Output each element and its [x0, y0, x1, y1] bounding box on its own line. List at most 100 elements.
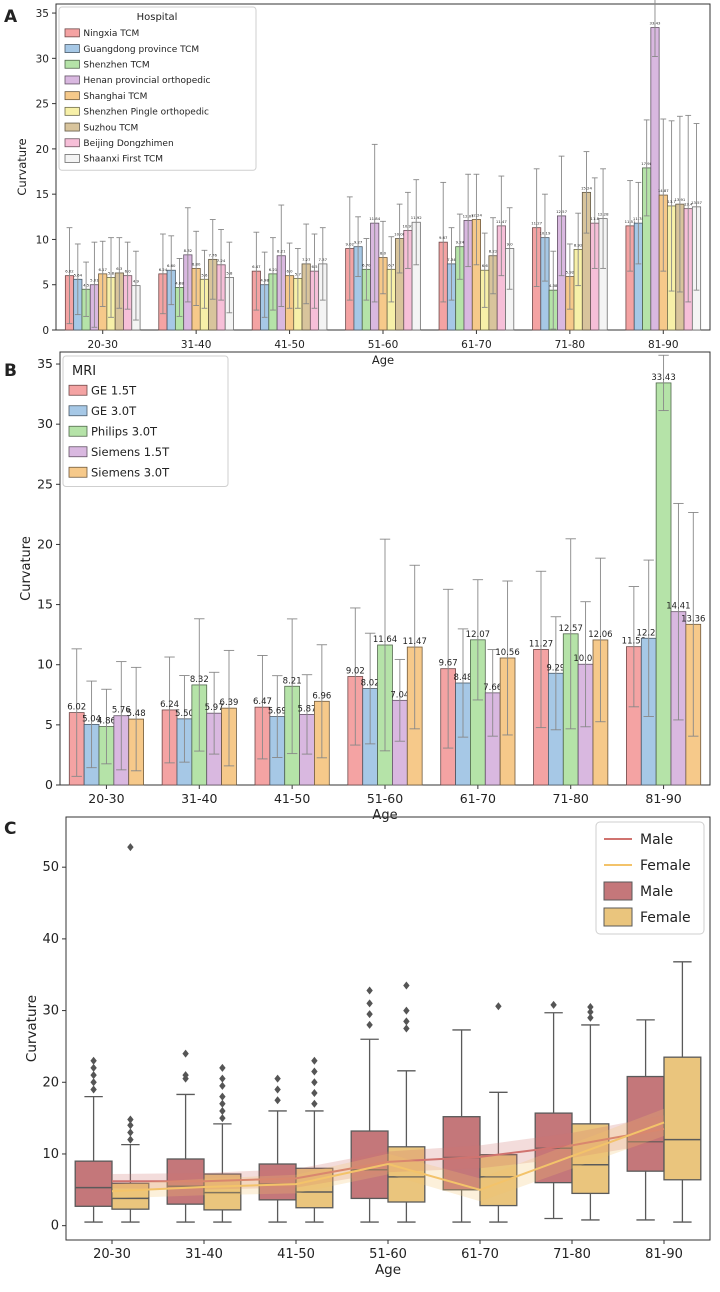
- trend-line: [112, 1127, 665, 1183]
- x-tick-label: 61-70: [461, 339, 492, 351]
- y-axis-label: Curvature: [15, 138, 29, 195]
- legend-swatch: [68, 405, 88, 417]
- y-tick-label: 30: [42, 1004, 59, 1019]
- outlier-point: [182, 1071, 189, 1080]
- outlier-point: [219, 1074, 226, 1083]
- data-label: 12.07: [463, 213, 474, 218]
- data-label: 6.5: [311, 264, 318, 269]
- legend-label: GE 1.5T: [91, 383, 137, 397]
- data-label: 9.02: [346, 667, 365, 677]
- legend-label: Guangdong province TCM: [83, 45, 199, 55]
- y-axis-label: Curvature: [24, 995, 40, 1062]
- data-label: 4.5: [83, 282, 90, 287]
- box: [663, 1056, 702, 1181]
- data-label: 8.0: [380, 251, 387, 256]
- legend-title: Hospital: [137, 12, 178, 23]
- legend-box: [62, 355, 229, 487]
- data-label: 5.01: [90, 278, 99, 283]
- outlier-point: [219, 1092, 226, 1101]
- outlier-point: [127, 1135, 134, 1144]
- data-label: 5.97: [205, 703, 224, 713]
- data-label: 5.69: [268, 707, 287, 717]
- data-label: 11.27: [529, 639, 553, 649]
- data-label: 8.48: [454, 673, 473, 683]
- data-label: 7.27: [302, 257, 311, 262]
- data-label: 8.02: [361, 679, 380, 689]
- x-tick-label: 41-50: [274, 339, 305, 351]
- x-tick-label: 51-60: [369, 1247, 407, 1262]
- legend-swatch: [64, 122, 80, 132]
- outlier-point: [311, 1067, 318, 1076]
- data-label: 5.7: [295, 271, 302, 276]
- legend-title: MRI: [72, 364, 96, 379]
- x-tick-label: 20-30: [93, 1247, 131, 1262]
- data-label: 13.91: [674, 197, 685, 202]
- data-label: 5.64: [74, 272, 83, 277]
- x-tick-label: 81-90: [645, 791, 681, 806]
- data-label: 33.43: [650, 21, 661, 26]
- data-label: 5.76: [112, 706, 131, 716]
- data-label: 4.38: [549, 283, 558, 288]
- data-label: 6.3: [116, 266, 123, 271]
- data-label: 6.0: [125, 269, 132, 274]
- legend-label: Female: [640, 858, 691, 874]
- box: [111, 1182, 150, 1210]
- data-label: 7.37: [319, 257, 328, 262]
- y-tick-label: 10: [37, 657, 53, 672]
- data-label: 4.9: [133, 279, 140, 284]
- legend-label: Male: [640, 884, 673, 900]
- outlier-point: [219, 1114, 226, 1123]
- y-tick-label: 15: [37, 597, 53, 612]
- data-label: 10.19: [540, 231, 551, 236]
- data-label: 11.84: [369, 216, 380, 221]
- y-tick-label: 30: [36, 53, 49, 65]
- legend-label: Female: [640, 910, 691, 926]
- outlier-point: [90, 1078, 97, 1087]
- data-label: 11.51: [625, 219, 636, 224]
- outlier-point: [366, 1020, 373, 1029]
- x-tick-label: 61-70: [461, 1247, 499, 1262]
- data-label: 13.7: [667, 199, 676, 204]
- data-label: 5.92: [566, 270, 575, 275]
- data-label: 12.57: [556, 209, 567, 214]
- y-tick-label: 5: [45, 717, 53, 732]
- data-label: 8.22: [489, 249, 498, 254]
- bar: [650, 27, 660, 331]
- y-tick-label: 35: [37, 356, 53, 371]
- outlier-point: [274, 1074, 281, 1083]
- outlier-point: [219, 1063, 226, 1072]
- outlier-point: [311, 1099, 318, 1108]
- legend-swatch: [603, 907, 633, 927]
- data-label: 12.24: [471, 213, 482, 218]
- x-axis-label: Age: [372, 808, 397, 823]
- legend-swatch: [68, 466, 88, 478]
- outlier-point: [274, 1085, 281, 1094]
- y-tick-label: 10: [42, 1147, 59, 1162]
- data-label: 12.07: [466, 630, 490, 640]
- data-label: 7.76: [209, 252, 218, 257]
- data-label: 5.8: [226, 270, 233, 275]
- data-label: 17.98: [641, 161, 652, 166]
- legend-swatch: [64, 91, 80, 101]
- data-label: 11.47: [496, 219, 507, 224]
- panel-a-chart: 0 5 10 15 20 25 30 35 20-30 31-40 41-50 51-60 61-70 7…: [15, 0, 711, 367]
- data-label: 6.39: [220, 698, 239, 708]
- data-label: 8.32: [184, 248, 193, 253]
- outlier-point: [366, 999, 373, 1008]
- x-tick-label: 71-80: [553, 791, 589, 806]
- data-label: 5.48: [127, 709, 146, 719]
- data-label: 6.02: [65, 269, 74, 274]
- y-tick-label: 25: [37, 476, 53, 491]
- data-label: 13.36: [681, 614, 705, 624]
- data-label: 6.7: [388, 262, 395, 267]
- data-label: 10.56: [495, 648, 519, 658]
- legend-swatch: [64, 28, 80, 38]
- box: [74, 1160, 113, 1207]
- data-label: 11.78: [633, 216, 644, 221]
- trend-band: [112, 1115, 664, 1190]
- data-label: 13.4: [684, 202, 693, 207]
- data-label: 11.64: [373, 635, 397, 645]
- data-label: 11.47: [403, 637, 427, 647]
- legend-label: Shenzhen Pingle orthopedic: [83, 108, 209, 118]
- outlier-point: [403, 1006, 410, 1015]
